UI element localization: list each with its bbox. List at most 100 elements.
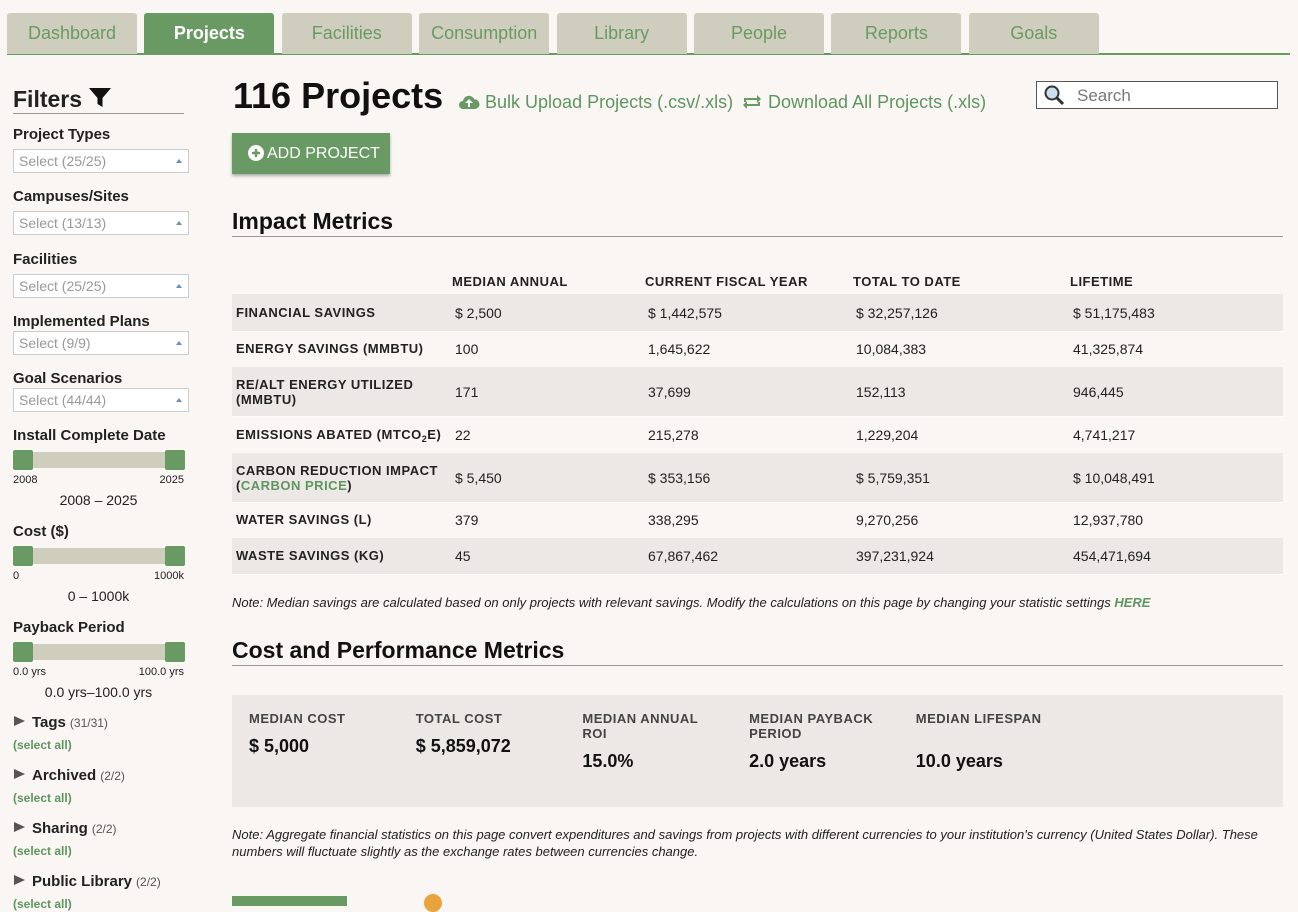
table-cell: 152,113 <box>856 383 906 400</box>
filter-select[interactable]: Select (25/25) <box>13 274 189 298</box>
download-text: Download All Projects (.xls) <box>768 92 987 112</box>
row-label: CARBON REDUCTION IMPACT (CARBON PRICE) <box>236 463 451 493</box>
page-title: 116 Projects <box>233 75 444 116</box>
card-value: 10.0 years <box>915 751 1003 771</box>
nav-line <box>7 53 1290 55</box>
card-label: MEDIAN PAYBACK PERIOD <box>749 711 874 741</box>
nav-tab[interactable]: Facilities <box>281 13 412 54</box>
bulk-upload-link[interactable]: Bulk Upload Projects (.csv/.xls) <box>458 92 733 113</box>
row-label-text: ENERGY SAVINGS (MMBTU) <box>236 341 424 356</box>
row-label-text: EMISSIONS ABATED (MTCO <box>236 426 422 442</box>
add-project-text: ADD PROJECT <box>267 145 380 162</box>
expand-arrow <box>14 822 25 832</box>
table-cell: 41,325,874 <box>1073 341 1144 357</box>
cost-panel <box>232 695 1283 807</box>
slider-max: 2025 <box>159 474 184 486</box>
slider-handle-max[interactable] <box>165 642 185 662</box>
group-label: Tags <box>32 714 66 731</box>
table-cell: $ 32,257,126 <box>856 304 938 321</box>
slider-max: 1000k <box>154 570 184 582</box>
select-all-link[interactable]: (select all) <box>13 791 72 805</box>
row-label-end: ) <box>347 477 353 493</box>
row-label-sub: 2 <box>421 433 428 444</box>
row-label: EMISSIONS ABATED (MTCO2E) <box>236 427 451 447</box>
column-header: LIFETIME <box>1070 274 1134 289</box>
slider-handle-min[interactable] <box>13 450 33 470</box>
cost-title: Cost and Performance Metrics <box>232 637 565 663</box>
nav-tab[interactable]: Library <box>556 13 687 54</box>
select-all-link[interactable]: (select all) <box>13 897 72 911</box>
table-cell: $ 5,759,351 <box>856 469 930 486</box>
search-placeholder: Search <box>1077 86 1131 105</box>
table-cell: 22 <box>455 426 471 443</box>
nav-tab[interactable]: Goals <box>968 13 1099 54</box>
filter-group[interactable]: Public Library (2/2) <box>13 873 161 891</box>
nav-tab[interactable]: Projects <box>144 13 275 54</box>
filter-group[interactable]: Tags (31/31) <box>13 714 108 732</box>
here-link: HERE <box>1114 595 1151 610</box>
filter-label: Campuses/Sites <box>13 188 129 205</box>
table-cell: 12,937,780 <box>1073 512 1144 528</box>
row-label: WATER SAVINGS (L) <box>236 512 451 527</box>
nav-tab[interactable]: Dashboard <box>7 13 137 54</box>
slider-handle-max[interactable] <box>165 450 185 470</box>
slider-range: 2008 – 2025 <box>59 492 138 508</box>
filter-select[interactable]: Select (9/9) <box>13 331 189 355</box>
table-cell: 454,471,694 <box>1073 548 1151 564</box>
nav-tab[interactable]: Consumption <box>419 13 550 54</box>
slider-range: 0 – 1000k <box>67 588 130 604</box>
filter-group[interactable]: Sharing (2/2) <box>13 820 117 838</box>
table-cell: 4,741,217 <box>1073 426 1136 443</box>
group-count: (2/2) <box>100 769 125 783</box>
filter-select[interactable]: Select (25/25) <box>13 149 189 173</box>
select-all-link[interactable]: (select all) <box>13 738 72 752</box>
search-box[interactable]: Search <box>1036 81 1278 109</box>
repeat-icon <box>743 95 761 109</box>
table-cell: 45 <box>455 548 471 564</box>
table-cell: 379 <box>455 512 479 528</box>
card-label: MEDIAN LIFESPAN <box>915 711 1042 726</box>
filter-group[interactable]: Archived (2/2) <box>13 767 125 785</box>
slider-min: 0.0 yrs <box>13 666 47 678</box>
row-label: ENERGY SAVINGS (MMBTU) <box>236 341 451 356</box>
group-count: (31/31) <box>69 716 108 730</box>
slider-handle-min[interactable] <box>13 546 33 566</box>
filter-select[interactable]: Select (44/44) <box>13 388 189 412</box>
column-header: TOTAL TO DATE <box>853 274 961 289</box>
row-label-text: FINANCIAL SAVINGS <box>236 304 376 320</box>
cost-rule <box>232 665 1283 666</box>
bottom-button[interactable] <box>232 896 347 906</box>
nav-tab[interactable]: Reports <box>831 13 962 54</box>
select-all-link[interactable]: (select all) <box>13 844 72 858</box>
filters-rule <box>13 113 184 114</box>
card-label: TOTAL COST <box>415 711 503 726</box>
card-value: $ 5,000 <box>249 736 310 756</box>
row-label-end: E) <box>427 426 442 442</box>
card-label: MEDIAN COST <box>249 711 346 726</box>
row-label: RE/ALT ENERGY UTILIZED (MMBTU) <box>236 377 451 407</box>
group-label: Archived <box>32 767 97 784</box>
table-cell: 397,231,924 <box>856 548 934 564</box>
table-cell: 1,229,204 <box>856 426 919 443</box>
row-label-text: RE/ALT ENERGY UTILIZED (MMBTU) <box>236 376 414 407</box>
filters-title: Filters <box>13 86 112 113</box>
row-label-text: CARBON REDUCTION IMPACT ( <box>236 462 438 493</box>
group-label: Sharing <box>32 820 88 837</box>
filter-select[interactable]: Select (13/13) <box>13 211 189 235</box>
slider-handle-max[interactable] <box>165 546 185 566</box>
row-label: FINANCIAL SAVINGS <box>236 305 451 320</box>
slider-track[interactable] <box>13 452 184 468</box>
slider-handle-min[interactable] <box>13 642 33 662</box>
expand-arrow <box>14 716 25 726</box>
nav-tab[interactable]: People <box>694 13 824 54</box>
slider-range: 0.0 yrs–100.0 yrs <box>44 684 153 700</box>
slider-track[interactable] <box>13 644 184 660</box>
download-link[interactable]: Download All Projects (.xls) <box>741 92 986 113</box>
expand-arrow <box>14 769 25 779</box>
add-project-button[interactable]: ADD PROJECT <box>232 133 390 174</box>
slider-label: Payback Period <box>13 619 125 636</box>
plus-icon <box>248 145 264 161</box>
slider-track[interactable] <box>13 548 184 564</box>
card-value: $ 5,859,072 <box>415 736 511 756</box>
table-cell: 171 <box>455 383 479 400</box>
